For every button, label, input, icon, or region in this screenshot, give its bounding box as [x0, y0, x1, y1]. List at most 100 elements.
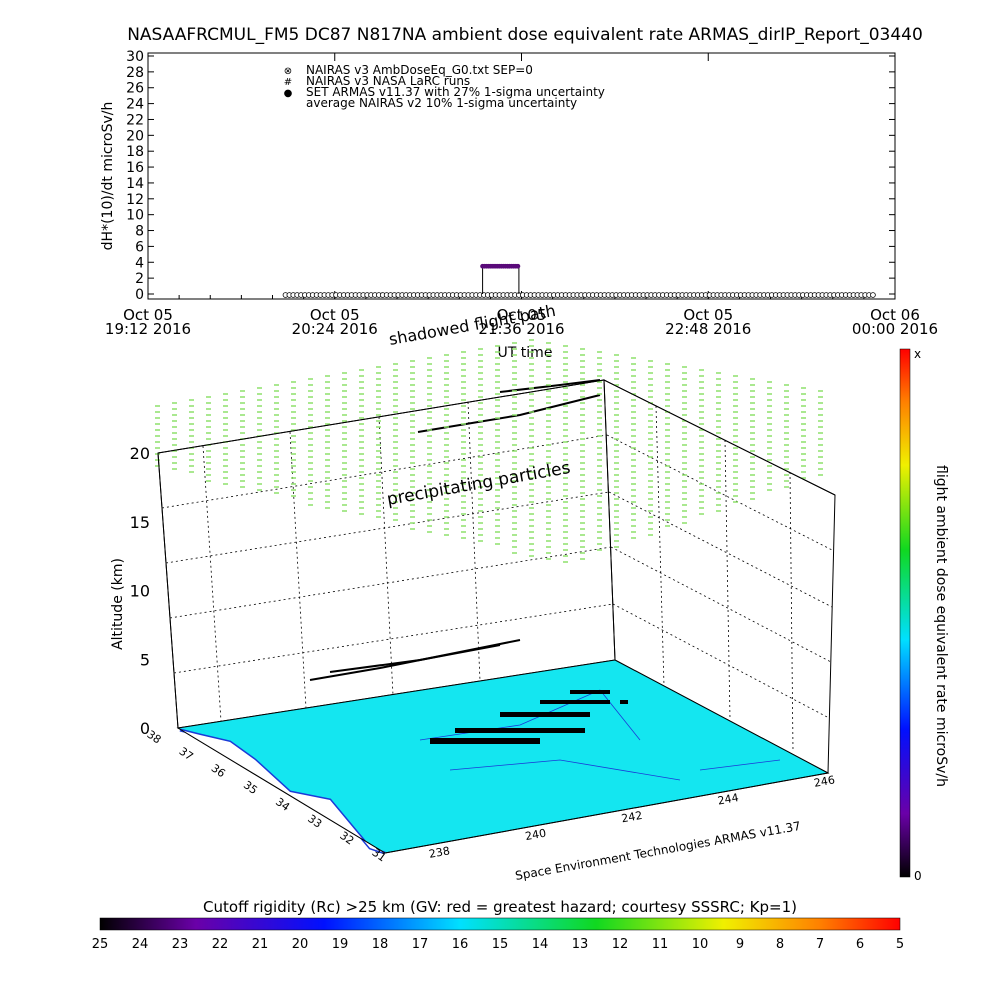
top-y-label: dH*(10)/dt microSv/h	[100, 102, 116, 251]
y-tick-label: 10	[126, 208, 144, 224]
altitude-tick-label: 15	[130, 513, 150, 532]
credit-text: Space Environment Technologies ARMAS v11…	[514, 819, 802, 883]
legend-label: average NAIRAS v2 10% 1-sigma uncertaint…	[306, 96, 577, 110]
altitude-label: Altitude (km)	[110, 558, 126, 650]
rigidity-tick-label: 14	[532, 937, 549, 952]
rigidity-tick-label: 13	[572, 937, 589, 952]
x-tick-label-time: 20:24 2016	[292, 320, 378, 338]
rigidity-tick-label: 24	[132, 937, 149, 952]
dose-colorbar-top: x	[914, 347, 921, 361]
longitude-tick-label: 244	[717, 791, 740, 807]
top-edge	[157, 379, 605, 454]
dose-colorbar-label: flight ambient dose equivalent rate micr…	[933, 465, 949, 787]
precipitating-particles	[155, 339, 823, 563]
longitude-tick-label: 238	[428, 844, 451, 860]
y-tick-label: 24	[126, 97, 144, 113]
y-tick-label: 18	[126, 144, 144, 160]
rigidity-tick-label: 5	[896, 937, 904, 952]
rigidity-tick-label: 18	[372, 937, 389, 952]
rigidity-colorbar-gradient	[99, 917, 901, 931]
y-tick-label: 2	[135, 271, 144, 287]
rigidity-tick-label: 20	[292, 937, 309, 952]
altitude-tick-label: 10	[130, 582, 150, 601]
latitude-tick-label: 34	[273, 795, 292, 814]
x-tick-label-date: Oct 05	[683, 306, 733, 324]
rigidity-tick-label: 11	[652, 937, 669, 952]
rigidity-tick-label: 10	[692, 937, 709, 952]
longitude-tick-label: 246	[813, 773, 836, 789]
y-tick-label: 14	[126, 176, 144, 192]
lon-axis-line	[384, 772, 829, 854]
annotation-precipitating-particles: precipitating particles	[385, 458, 572, 510]
rigidity-tick-label: 9	[736, 937, 744, 952]
rigidity-tick-label: 21	[252, 937, 269, 952]
legend-symbol: ●	[284, 88, 293, 99]
rigidity-colorbar: Cutoff rigidity (Rc) >25 km (GV: red = g…	[92, 898, 904, 952]
rigidity-tick-label: 25	[92, 937, 109, 952]
x-tick-label-date: Oct 05	[310, 306, 360, 324]
top-x-label: UT time	[498, 345, 553, 361]
dose-colorbar-bottom: 0	[914, 869, 922, 883]
legend-symbol: ⊗	[284, 66, 292, 77]
top-edge-right	[603, 379, 836, 496]
x-tick-label-date: Oct 05	[497, 306, 547, 324]
y-tick-label: 26	[126, 81, 144, 97]
legend-label: SET ARMAS v11.37 with 27% 1-sigma uncert…	[306, 85, 605, 99]
y-tick-label: 12	[126, 192, 144, 208]
x-tick-label-time: 19:12 2016	[105, 320, 191, 338]
dose-colorbar: x 0 flight ambient dose equivalent rate …	[899, 347, 949, 883]
longitude-axis: 238 240 242 244 246	[428, 773, 836, 860]
legend-symbol: #	[284, 77, 292, 88]
x-tick-label-time: 21:36 2016	[478, 320, 564, 338]
rigidity-tick-label: 7	[816, 937, 824, 952]
rigidity-tick-label: 12	[612, 937, 629, 952]
y-tick-label: 28	[126, 65, 144, 81]
flight-path	[309, 379, 601, 681]
x-tick-label-date: Oct 05	[123, 306, 173, 324]
latitude-tick-label: 36	[209, 762, 228, 781]
rigidity-tick-label: 6	[856, 937, 864, 952]
y-tick-label: 4	[135, 255, 144, 271]
y-tick-label: 30	[126, 49, 144, 65]
y-tick-label: 6	[135, 239, 144, 255]
altitude-axis: 0 5 10 15 20	[130, 444, 150, 738]
y-tick-label: 20	[126, 128, 144, 144]
map-roads	[419, 689, 781, 781]
altitude-tick-label: 20	[130, 444, 150, 463]
top-series	[282, 263, 876, 298]
longitude-tick-label: 240	[524, 827, 547, 843]
latitude-tick-label: 35	[241, 778, 260, 797]
latitude-tick-label: 37	[177, 745, 196, 764]
nairas-point	[870, 292, 876, 298]
rigidity-tick-label: 19	[332, 937, 349, 952]
legend-label: NAIRAS v3 AmbDoseEq_G0.txt SEP=0	[306, 63, 533, 77]
y-tick-label: 0	[135, 287, 144, 303]
y-tick-label: 8	[135, 224, 144, 240]
rigidity-colorbar-title: Cutoff rigidity (Rc) >25 km (GV: red = g…	[203, 898, 797, 916]
x-tick-label-time: 22:48 2016	[665, 320, 751, 338]
rigidity-tick-label: 8	[776, 937, 784, 952]
altitude-tick-label: 0	[140, 719, 150, 738]
page-title: NASAAFRCMUL_FM5 DC87 N817NA ambient dose…	[127, 25, 923, 45]
longitude-tick-label: 242	[620, 809, 643, 825]
top-legend: ⊗ NAIRAS v3 AmbDoseEq_G0.txt SEP=0 # NAIRAS…	[284, 63, 605, 110]
rigidity-tick-label: 15	[492, 937, 509, 952]
front-edge-left	[157, 452, 179, 729]
x-tick-label-time: 00:00 2016	[852, 320, 938, 338]
armas-point	[515, 263, 521, 269]
legend-label: NAIRAS v3 NASA LaRC runs	[306, 74, 470, 88]
y-tick-label: 22	[126, 112, 144, 128]
x-tick-label-date: Oct 06	[870, 306, 920, 324]
altitude-tick-label: 5	[140, 650, 150, 669]
dose-colorbar-gradient	[899, 348, 911, 878]
lat-axis-line	[177, 727, 386, 854]
map-floor	[176, 659, 830, 854]
rigidity-tick-label: 23	[172, 937, 189, 952]
rigidity-tick-label: 22	[212, 937, 229, 952]
rigidity-tick-label: 16	[452, 937, 469, 952]
